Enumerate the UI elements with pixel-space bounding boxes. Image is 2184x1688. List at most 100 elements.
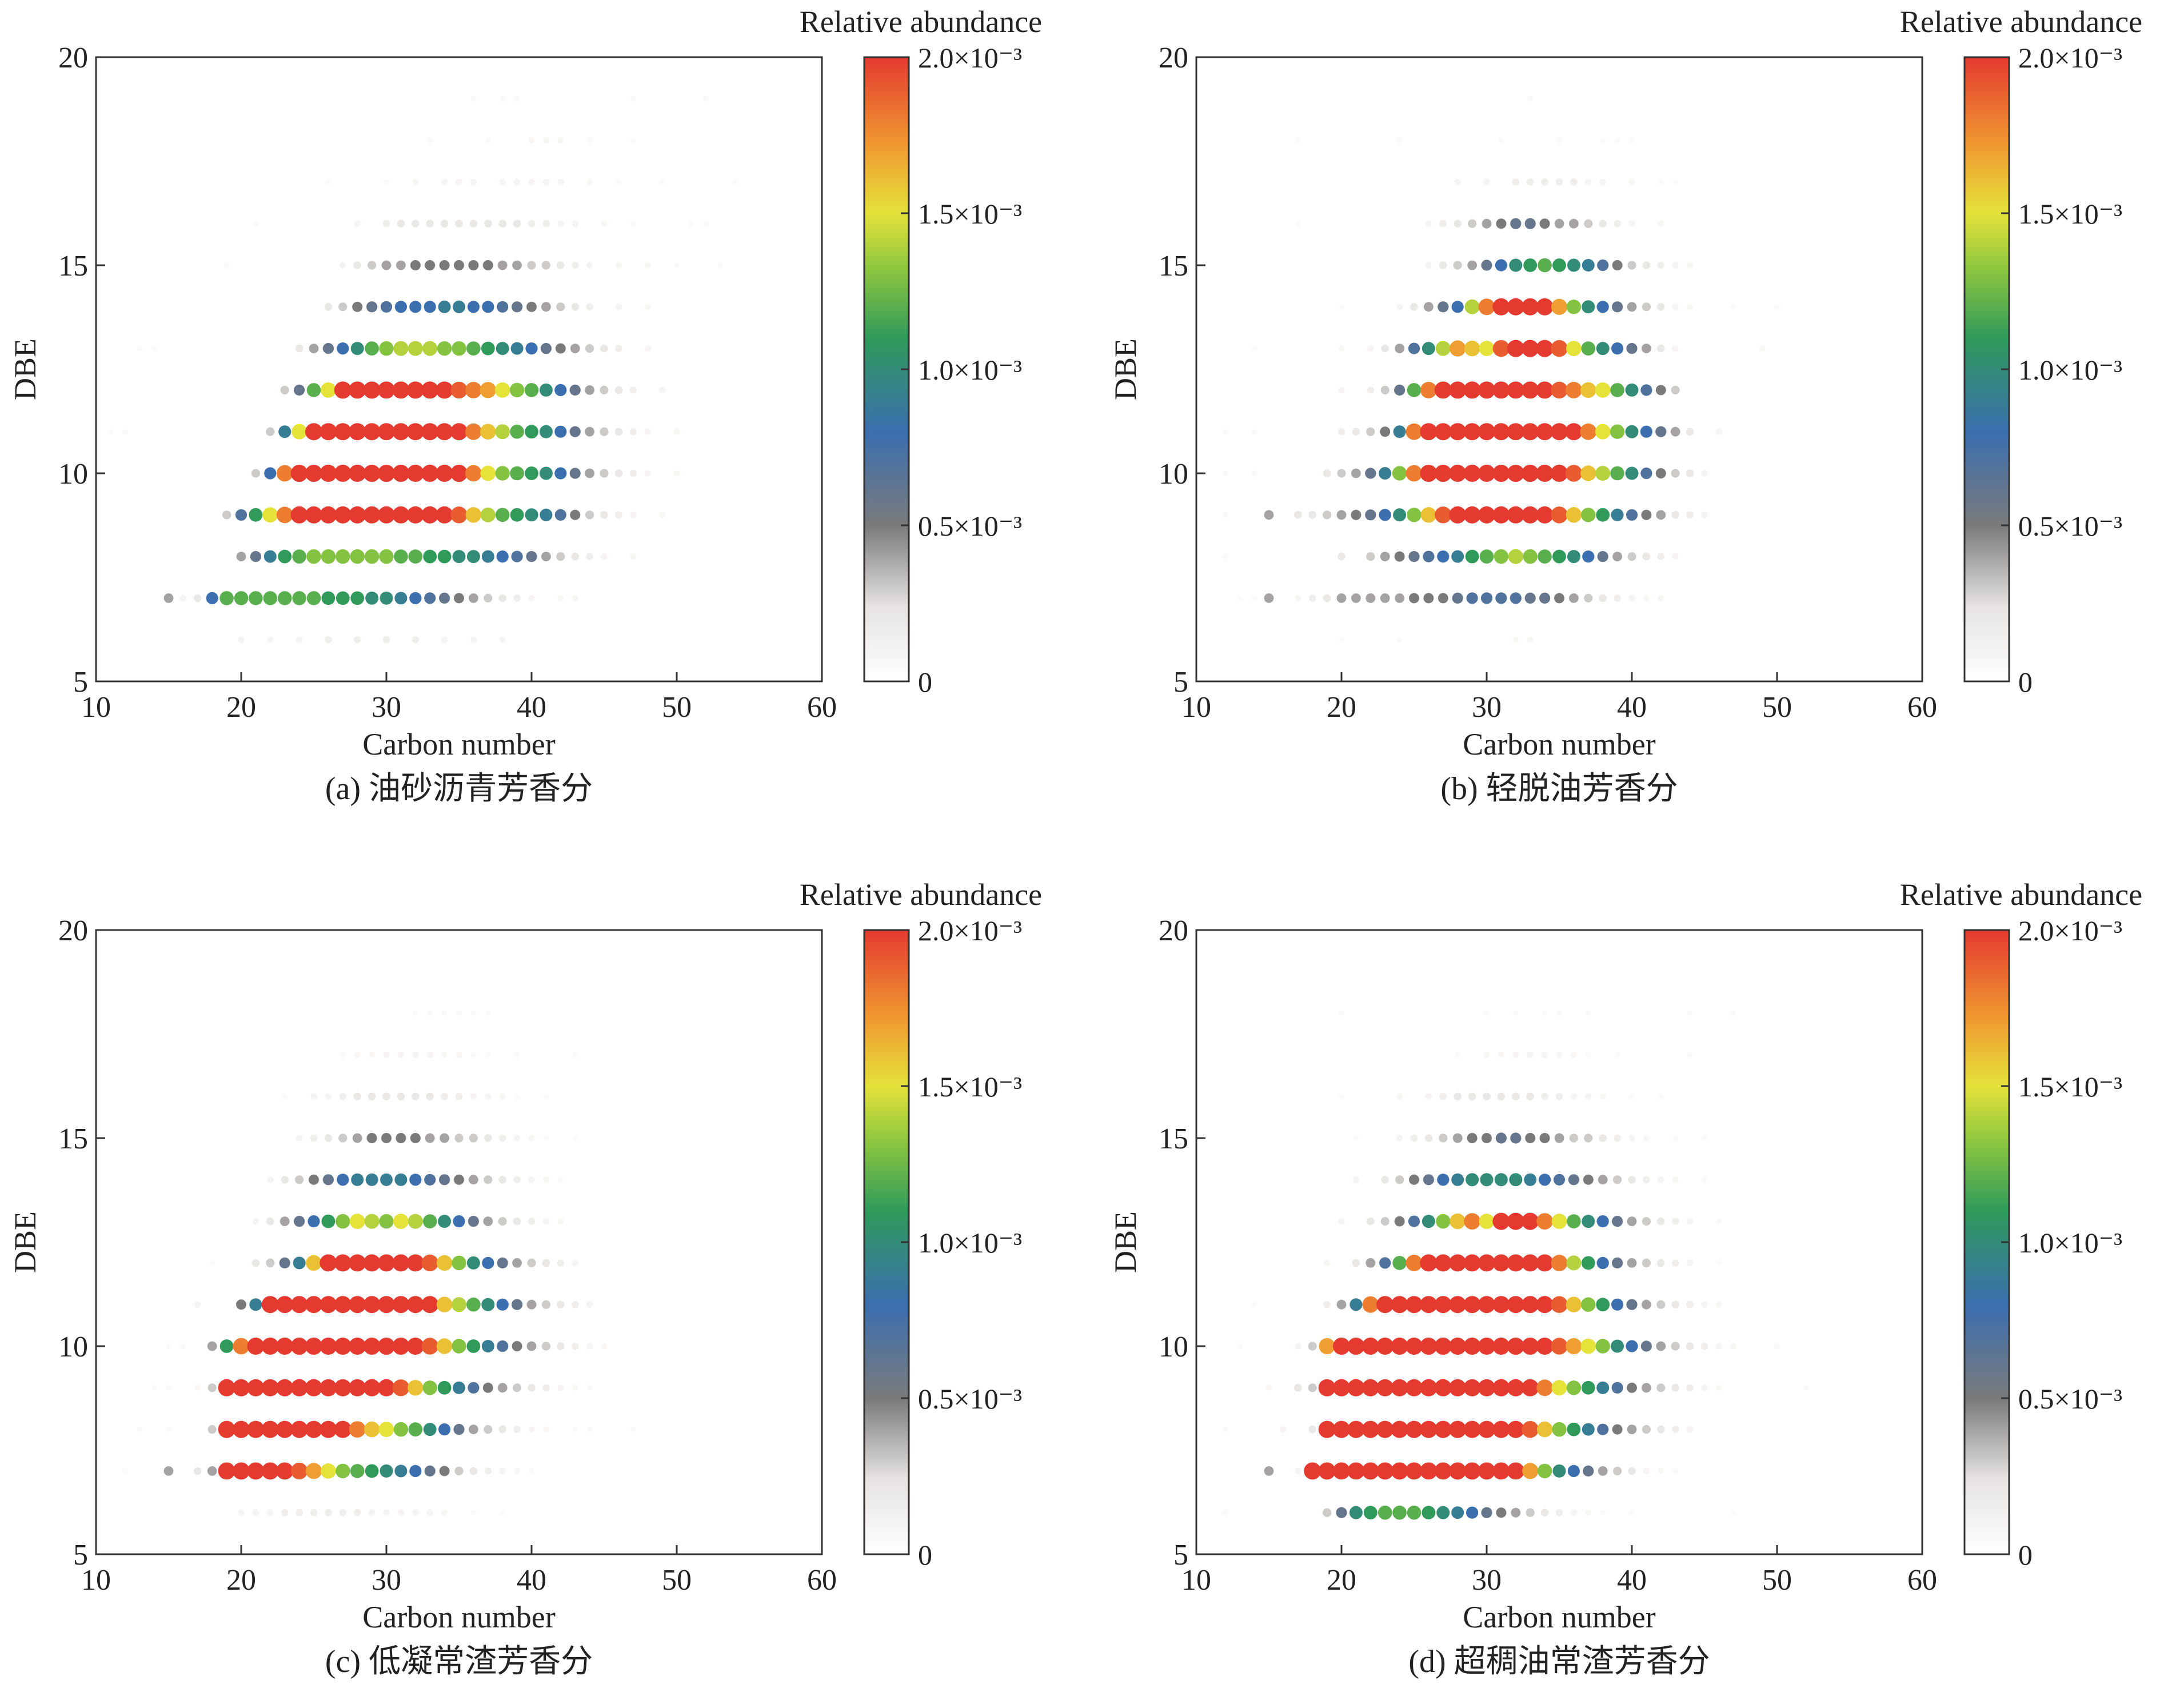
scatter-point	[234, 591, 249, 605]
scatter-point	[261, 1462, 279, 1480]
scatter-point	[571, 552, 579, 561]
scatter-point	[1686, 1259, 1694, 1267]
scatter-point	[586, 303, 593, 311]
scatter-point	[1318, 1462, 1336, 1480]
scatter-point	[339, 1092, 347, 1100]
scatter-point	[1541, 1092, 1548, 1100]
y-tick-label: 20	[1159, 42, 1188, 74]
scatter-point	[412, 220, 420, 228]
scatter-point	[1453, 261, 1462, 270]
scatter-point	[1319, 1338, 1335, 1355]
scatter-point	[363, 506, 381, 524]
scatter-point	[1613, 1466, 1622, 1475]
scatter-point	[1611, 342, 1624, 355]
scatter-point	[480, 382, 496, 398]
scatter-point	[528, 1426, 535, 1433]
scatter-point	[1730, 1010, 1736, 1016]
scatter-point	[296, 1509, 303, 1517]
scatter-point	[1611, 1339, 1624, 1353]
scatter-point	[1642, 1383, 1651, 1393]
scatter-point	[572, 1384, 578, 1391]
scatter-point	[1581, 1297, 1596, 1312]
scatter-point	[305, 1338, 322, 1355]
scatter-point	[1449, 465, 1467, 482]
scatter-point	[349, 1254, 366, 1272]
scatter-point	[570, 344, 580, 353]
scatter-point	[1468, 1092, 1476, 1100]
scatter-point	[528, 137, 535, 144]
scatter-point	[1509, 258, 1523, 272]
scatter-point	[454, 260, 464, 270]
scatter-point	[1538, 549, 1552, 564]
scatter-point	[337, 342, 349, 355]
scatter-point	[1265, 1384, 1272, 1391]
scatter-point	[1585, 1052, 1591, 1058]
scatter-point	[1566, 1296, 1582, 1312]
scatter-point	[1349, 1298, 1363, 1311]
scatter-point	[320, 423, 337, 441]
scatter-point	[233, 1462, 250, 1480]
scatter-point	[600, 427, 609, 436]
scatter-point	[421, 1338, 438, 1355]
scatter-point	[369, 1052, 375, 1058]
scatter-point	[1495, 1132, 1507, 1144]
scatter-point	[1295, 1467, 1301, 1475]
scatter-point	[1338, 345, 1345, 352]
y-axis-label: DBE	[1108, 338, 1143, 400]
scatter-point	[1507, 381, 1524, 399]
scatter-point	[1539, 1174, 1551, 1186]
scatter-point	[484, 593, 493, 602]
scatter-point	[557, 261, 565, 269]
scatter-point	[1555, 178, 1563, 186]
scatter-point	[1671, 511, 1679, 519]
scatter-point	[426, 220, 434, 228]
colorbar-tick-label: 2.0×10⁻³	[2018, 915, 2122, 947]
scatter-point	[528, 1176, 535, 1183]
scatter-point	[1478, 465, 1495, 482]
scatter-point	[349, 1421, 366, 1438]
scatter-points	[1222, 1010, 1809, 1520]
scatter-point	[1672, 345, 1679, 352]
scatter-point	[1522, 1212, 1539, 1230]
scatter-point	[470, 1093, 477, 1100]
scatter-point	[340, 262, 346, 269]
scatter-point	[1539, 218, 1550, 229]
scatter-point	[1336, 1507, 1347, 1518]
scatter-point	[469, 1134, 478, 1143]
scatter-point	[481, 1298, 495, 1311]
scatter-point	[542, 1259, 550, 1267]
scatter-point	[276, 1420, 294, 1438]
scatter-point	[1596, 301, 1609, 313]
scatter-point	[1366, 593, 1376, 603]
scatter-point	[1628, 1135, 1635, 1142]
scatter-point	[1425, 262, 1432, 269]
scatter-point	[1420, 382, 1437, 398]
y-axis-label: DBE	[1108, 1211, 1143, 1273]
scatter-point	[1596, 342, 1610, 356]
scatter-point	[513, 594, 521, 602]
scatter-point	[1611, 1382, 1623, 1394]
scatter-point	[1337, 552, 1345, 561]
scatter-point	[363, 381, 381, 399]
scatter-point	[540, 343, 552, 354]
scatter-point	[281, 1509, 289, 1517]
scatter-point	[1522, 423, 1539, 441]
scatter-point	[1642, 1258, 1651, 1267]
scatter-point	[366, 1133, 377, 1143]
scatter-point	[163, 1466, 174, 1476]
scatter-point	[252, 1509, 259, 1516]
scatter-point	[514, 1094, 520, 1100]
scatter-point	[527, 261, 536, 270]
y-tick-label: 15	[58, 250, 88, 282]
scatter-point	[512, 1341, 522, 1351]
plot-frame	[1195, 56, 1923, 683]
scatter-point	[500, 1510, 506, 1516]
scatter-point	[1497, 1092, 1506, 1100]
y-tick-label: 20	[58, 42, 88, 74]
scatter-point	[1508, 549, 1523, 564]
scatter-point	[1599, 594, 1607, 602]
scatter-point	[658, 386, 666, 394]
scatter-point	[1554, 218, 1564, 229]
scatter-point	[480, 507, 496, 522]
colorbar-title: Relative abundance	[1900, 5, 2142, 39]
